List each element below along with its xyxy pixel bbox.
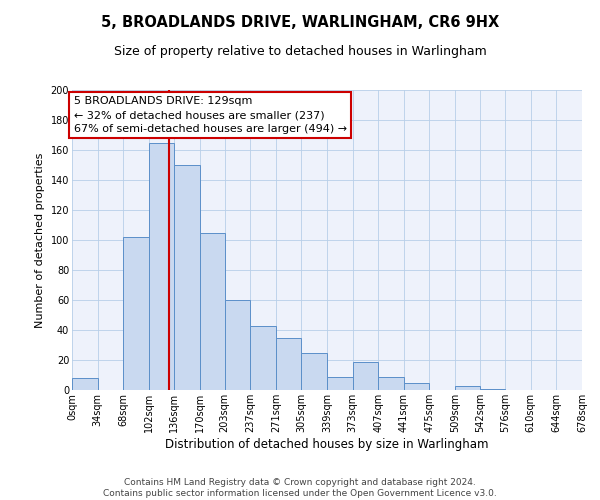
Bar — [72, 378, 98, 390]
Bar — [301, 352, 327, 390]
Text: 5 BROADLANDS DRIVE: 129sqm
← 32% of detached houses are smaller (237)
67% of sem: 5 BROADLANDS DRIVE: 129sqm ← 32% of deta… — [74, 96, 347, 134]
Text: Contains HM Land Registry data © Crown copyright and database right 2024.
Contai: Contains HM Land Registry data © Crown c… — [103, 478, 497, 498]
Bar — [455, 386, 479, 390]
Bar — [404, 382, 430, 390]
Text: Size of property relative to detached houses in Warlingham: Size of property relative to detached ho… — [113, 45, 487, 58]
X-axis label: Distribution of detached houses by size in Warlingham: Distribution of detached houses by size … — [165, 438, 489, 450]
Bar — [378, 376, 404, 390]
Bar — [200, 232, 224, 390]
Bar — [479, 388, 505, 390]
Y-axis label: Number of detached properties: Number of detached properties — [35, 152, 45, 328]
Bar — [224, 300, 250, 390]
Bar — [327, 376, 353, 390]
Bar — [353, 362, 378, 390]
Text: 5, BROADLANDS DRIVE, WARLINGHAM, CR6 9HX: 5, BROADLANDS DRIVE, WARLINGHAM, CR6 9HX — [101, 15, 499, 30]
Bar — [276, 338, 301, 390]
Bar — [175, 165, 200, 390]
Bar — [250, 326, 276, 390]
Bar — [149, 142, 175, 390]
Bar — [123, 237, 149, 390]
